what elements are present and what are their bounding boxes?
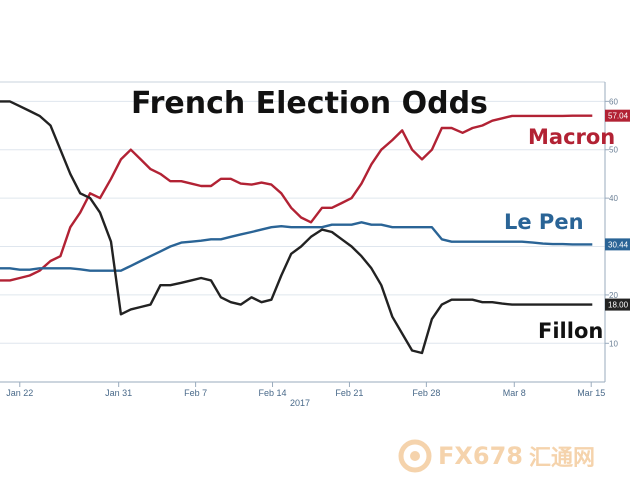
series-label-macron: Macron — [528, 125, 615, 149]
last-value-badge-macron: 57.04 — [605, 109, 630, 122]
series-line-macron — [0, 114, 593, 282]
watermark-logo-icon — [398, 439, 432, 473]
badge-value: 57.04 — [608, 112, 629, 121]
series-lines — [0, 100, 593, 355]
series-label-le-pen: Le Pen — [504, 210, 584, 234]
x-tick-label: Jan 31 — [105, 388, 132, 398]
y-tick-label: 50 — [609, 146, 618, 155]
last-value-badge-le-pen: 30.44 — [605, 238, 630, 251]
badge-bg — [605, 109, 630, 122]
watermark: FX678 汇通网 — [398, 436, 618, 476]
x-tick-label: Feb 21 — [335, 388, 363, 398]
badge-value: 18.00 — [608, 301, 629, 310]
y-tick-label: 40 — [609, 194, 618, 203]
y-tick-label: 20 — [609, 291, 618, 300]
y-tick-label: 60 — [609, 97, 618, 106]
watermark-brand: FX678 — [438, 442, 523, 470]
series-label-fillon: Fillon — [538, 319, 603, 343]
last-value-badges: 57.04 30.44 18.00 — [605, 109, 630, 311]
x-tick-label: Mar 15 — [577, 388, 605, 398]
x-axis-year-label: 2017 — [290, 398, 310, 408]
x-tick-label: Jan 22 — [6, 388, 33, 398]
x-axis-ticks: Jan 22 Jan 31 Feb 7 Feb 14 Feb 21 Feb 28 Mar 8… — [6, 382, 605, 398]
series-line-le-pen — [0, 221, 593, 272]
badge-bg — [605, 298, 630, 311]
watermark-cn: 汇通网 — [529, 446, 596, 471]
series-line-fillon — [0, 100, 593, 355]
x-tick-label: Feb 14 — [259, 388, 287, 398]
x-tick-label: Feb 7 — [184, 388, 207, 398]
y-tick-label: 10 — [609, 339, 618, 348]
badge-bg — [605, 238, 630, 251]
badge-value: 30.44 — [608, 240, 629, 249]
x-tick-label: Mar 8 — [503, 388, 526, 398]
chart-title: French Election Odds — [131, 86, 488, 121]
last-value-badge-fillon: 18.00 — [605, 298, 630, 311]
x-tick-label: Feb 28 — [412, 388, 440, 398]
